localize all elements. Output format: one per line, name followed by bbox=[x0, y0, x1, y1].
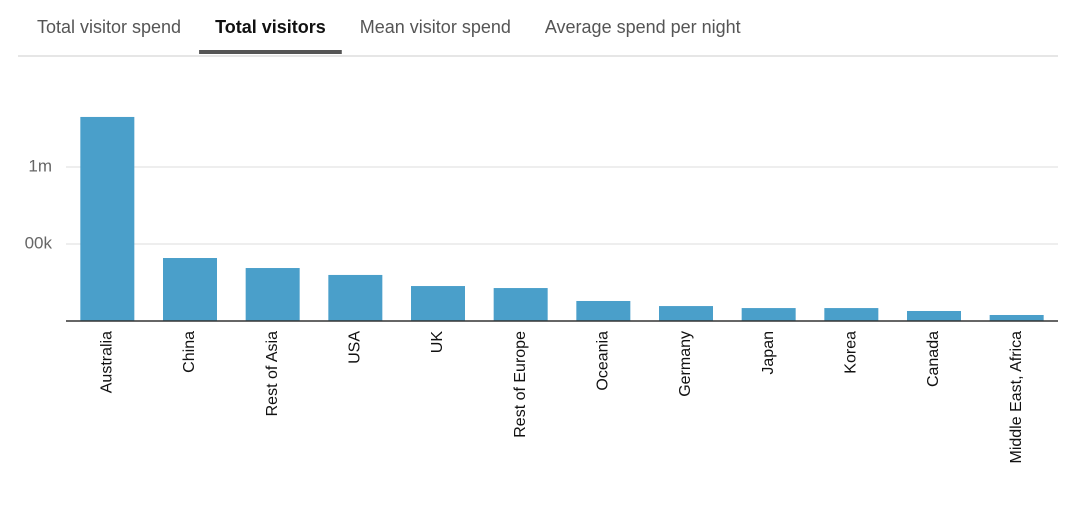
bar bbox=[163, 258, 217, 321]
bar bbox=[493, 288, 548, 321]
active-tab-indicator bbox=[199, 50, 342, 54]
x-tick-label: Korea bbox=[843, 331, 860, 374]
x-tick-label: Australia bbox=[99, 331, 116, 393]
bar bbox=[741, 308, 796, 321]
x-tick-label: UK bbox=[429, 331, 446, 354]
bar bbox=[659, 306, 713, 321]
bar bbox=[411, 286, 465, 321]
x-tick-label: China bbox=[181, 331, 198, 373]
x-tick-label: Oceania bbox=[595, 331, 612, 391]
tab[interactable]: Total visitors bbox=[215, 17, 326, 37]
tab[interactable]: Mean visitor spend bbox=[360, 17, 511, 37]
tab[interactable]: Total visitor spend bbox=[37, 17, 181, 37]
x-tick-label: Japan bbox=[760, 331, 777, 375]
bar bbox=[328, 274, 383, 321]
x-tick-label: Canada bbox=[925, 331, 942, 387]
y-tick-label: 1m bbox=[28, 156, 52, 175]
bar bbox=[245, 268, 300, 321]
bar bbox=[80, 116, 135, 321]
bar bbox=[989, 314, 1044, 321]
bar bbox=[576, 300, 631, 321]
y-tick-label: 00k bbox=[25, 233, 53, 252]
bar bbox=[824, 308, 879, 321]
x-tick-label: Germany bbox=[677, 331, 694, 397]
x-tick-label: Rest of Europe bbox=[512, 331, 529, 438]
x-tick-label: Middle East, Africa bbox=[1008, 331, 1025, 464]
bar bbox=[907, 310, 961, 321]
tab[interactable]: Average spend per night bbox=[545, 17, 741, 37]
x-tick-label: USA bbox=[347, 331, 364, 364]
x-tick-label: Rest of Asia bbox=[264, 331, 281, 416]
